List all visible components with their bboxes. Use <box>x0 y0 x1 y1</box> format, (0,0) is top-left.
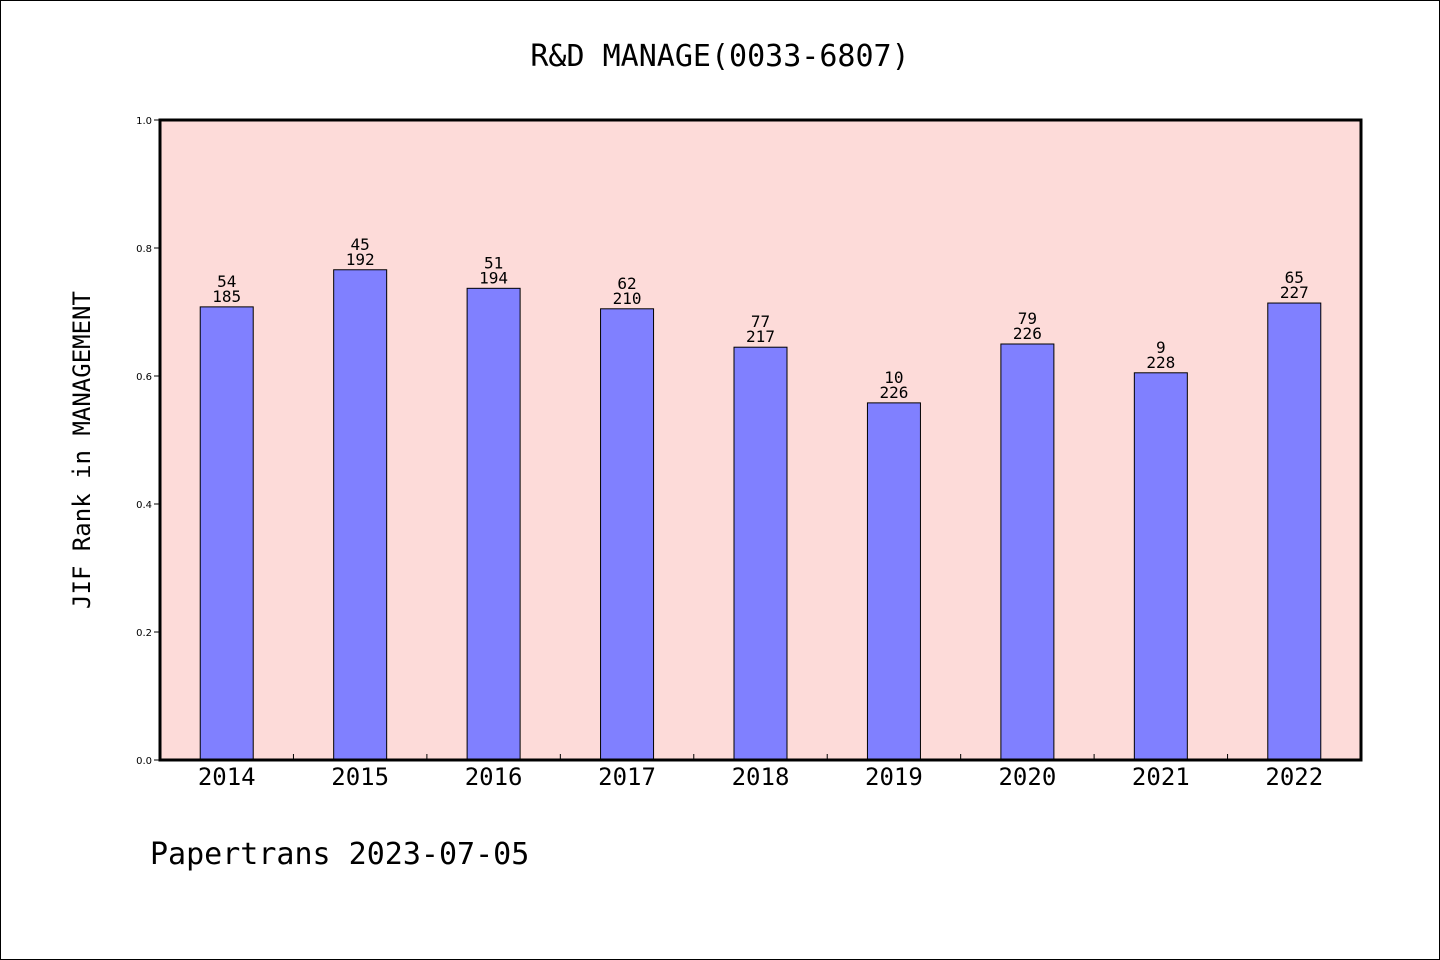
y-tick-label: 0.2 <box>136 628 152 639</box>
bar-rank-label: 9 <box>1156 338 1166 357</box>
x-tick-label: 2015 <box>331 763 389 791</box>
chart-title: R&D MANAGE(0033-6807) <box>530 39 909 74</box>
bar-total-label: 217 <box>746 327 775 346</box>
x-axis: 2014 2015 2016 2017 2018 2019 2020 2021 2022 <box>198 754 1323 791</box>
bar-rank-label: 65 <box>1285 268 1304 287</box>
bar-total-label: 228 <box>1146 353 1175 372</box>
bar-total-label: 210 <box>613 289 642 308</box>
bar-2020 <box>1000 343 1055 761</box>
x-tick-label: 2017 <box>598 763 656 791</box>
bar-rank-label: 45 <box>351 235 370 254</box>
y-tick-label: 0.4 <box>136 500 152 511</box>
y-tick-label: 1.0 <box>136 116 152 127</box>
bar-2021 <box>1133 372 1188 761</box>
bar-total-label: 194 <box>479 268 508 287</box>
bar-total-label: 226 <box>1013 324 1042 343</box>
x-tick-label: 2020 <box>998 763 1056 791</box>
bar-2019 <box>866 402 921 761</box>
bar-rank-label: 62 <box>617 274 636 293</box>
bar-rank-label: 51 <box>484 253 503 272</box>
bar-2016 <box>466 287 521 761</box>
y-tick-label: 0.0 <box>136 756 152 767</box>
bar-total-label: 192 <box>346 250 375 269</box>
bar-total-label: 185 <box>212 287 241 306</box>
bar-2017 <box>600 308 655 761</box>
bar-2022 <box>1267 302 1322 761</box>
x-tick-label: 2021 <box>1132 763 1190 791</box>
bar-rank-label: 77 <box>751 312 770 331</box>
y-axis-label: JIF Rank in MANAGEMENT <box>68 291 96 609</box>
bar-2015 <box>333 269 388 761</box>
footer-text: Papertrans 2023-07-05 <box>150 837 529 872</box>
x-tick-label: 2014 <box>198 763 256 791</box>
x-tick-label: 2019 <box>865 763 923 791</box>
y-axis: 0.0 0.2 0.4 0.6 0.8 1.0 <box>136 116 160 767</box>
bar-rank-label: 79 <box>1018 309 1037 328</box>
x-tick-label: 2022 <box>1265 763 1323 791</box>
bar-total-label: 227 <box>1280 283 1309 302</box>
bar-total-label: 226 <box>879 383 908 402</box>
y-tick-label: 0.8 <box>136 244 152 255</box>
x-tick-label: 2018 <box>732 763 790 791</box>
x-tick-label: 2016 <box>465 763 523 791</box>
bar-2014 <box>199 306 254 761</box>
y-tick-label: 0.6 <box>136 372 152 383</box>
bar-rank-label: 10 <box>884 368 903 387</box>
bar-rank-label: 54 <box>217 272 236 291</box>
bar-2018 <box>733 346 788 761</box>
plot-border <box>158 118 1363 762</box>
